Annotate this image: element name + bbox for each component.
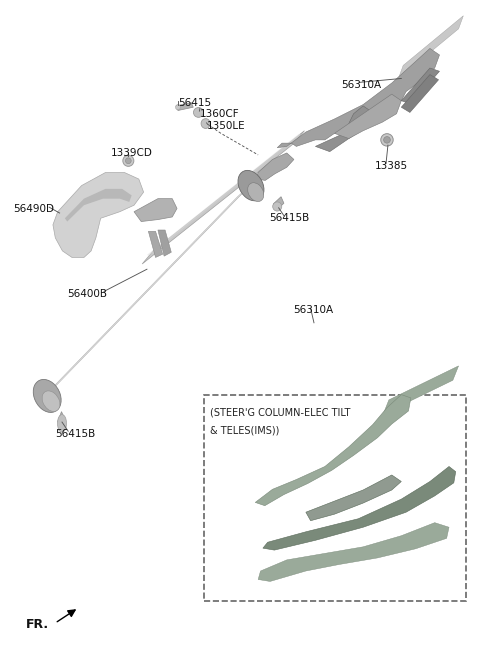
Text: 13385: 13385 [374, 161, 408, 171]
Ellipse shape [381, 134, 393, 146]
Polygon shape [258, 523, 449, 581]
Polygon shape [158, 230, 171, 256]
Polygon shape [315, 106, 372, 152]
Polygon shape [398, 16, 463, 79]
Text: 56415: 56415 [178, 98, 211, 108]
Ellipse shape [176, 104, 180, 110]
Text: 1339CD: 1339CD [111, 148, 153, 158]
Text: 1360CF: 1360CF [199, 109, 239, 119]
Ellipse shape [248, 183, 264, 201]
Polygon shape [134, 199, 177, 222]
Ellipse shape [384, 136, 390, 143]
Polygon shape [58, 411, 64, 428]
Ellipse shape [238, 171, 264, 201]
Polygon shape [401, 68, 440, 104]
Polygon shape [65, 189, 132, 222]
Ellipse shape [123, 155, 134, 167]
Polygon shape [277, 49, 440, 148]
Text: 1350LE: 1350LE [206, 121, 245, 131]
Polygon shape [335, 94, 401, 138]
Ellipse shape [125, 158, 131, 164]
Text: FR.: FR. [26, 618, 49, 631]
Polygon shape [142, 131, 304, 264]
Polygon shape [176, 102, 193, 110]
Text: 56415B: 56415B [270, 213, 310, 223]
Ellipse shape [273, 202, 282, 211]
Ellipse shape [42, 391, 60, 411]
Ellipse shape [33, 379, 61, 413]
Polygon shape [263, 466, 456, 550]
Text: 56310A: 56310A [341, 80, 381, 90]
Polygon shape [401, 75, 439, 112]
Ellipse shape [201, 119, 210, 129]
Polygon shape [255, 395, 411, 506]
Text: & TELES(IMS)): & TELES(IMS)) [210, 426, 280, 436]
Text: 56310A: 56310A [293, 304, 334, 315]
Ellipse shape [193, 108, 204, 117]
Polygon shape [46, 187, 249, 395]
Polygon shape [306, 475, 401, 521]
Text: 56490D: 56490D [13, 204, 54, 214]
Polygon shape [148, 232, 163, 257]
Bar [204, 396, 466, 601]
Ellipse shape [58, 415, 67, 432]
Text: 56400B: 56400B [67, 289, 107, 299]
Polygon shape [53, 173, 144, 257]
Polygon shape [274, 197, 284, 211]
Polygon shape [256, 153, 294, 180]
Text: 56415B: 56415B [55, 429, 95, 439]
Polygon shape [383, 366, 458, 414]
Text: (STEER'G COLUMN-ELEC TILT: (STEER'G COLUMN-ELEC TILT [210, 407, 351, 418]
